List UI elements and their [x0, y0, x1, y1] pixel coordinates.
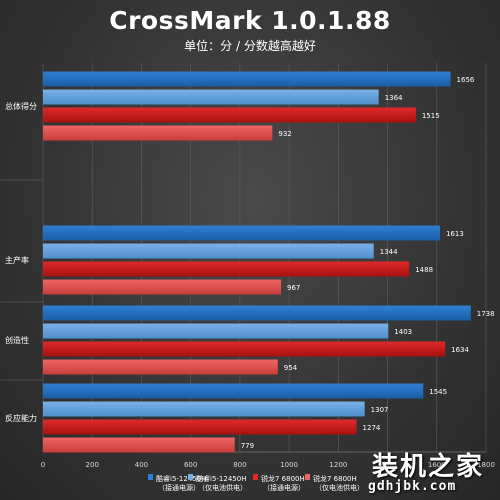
- bar-series-2-cat-2: [43, 341, 446, 357]
- x-tick-label: 1000: [280, 461, 298, 469]
- bar-series-3-cat-3: [43, 437, 235, 453]
- bar-series-3-cat-2: [43, 359, 278, 375]
- legend-swatch: [305, 474, 310, 480]
- bar-series-2-cat-1: [43, 261, 410, 277]
- chart-subtitle: 单位：分 / 分数越高越好: [184, 39, 316, 53]
- x-tick-label: 1600: [428, 461, 446, 469]
- data-label: 1307: [371, 406, 389, 414]
- legend-swatch: [188, 474, 193, 480]
- bars: [43, 71, 471, 453]
- data-label: 779: [241, 442, 254, 450]
- data-label: 1488: [415, 266, 433, 274]
- bar-series-2-cat-0: [43, 107, 416, 123]
- data-label: 1656: [457, 76, 475, 84]
- legend-entry: 酷睿i5-12450H （仅电池供电）: [196, 474, 247, 492]
- bar-series-0-cat-1: [43, 225, 440, 241]
- bar-series-1-cat-3: [43, 401, 365, 417]
- bar-series-1-cat-2: [43, 323, 389, 339]
- category-label: 总体得分: [5, 101, 37, 111]
- bar-series-0-cat-0: [43, 71, 451, 87]
- data-label: 1515: [422, 112, 440, 120]
- x-tick-label: 1200: [329, 461, 347, 469]
- data-label: 954: [284, 364, 298, 372]
- data-label: 1344: [380, 248, 398, 256]
- data-label: 1613: [446, 230, 464, 238]
- watermark-name: 装机之家: [372, 452, 485, 482]
- bar-series-3-cat-0: [43, 125, 273, 141]
- data-label: 1738: [477, 310, 495, 318]
- x-tick-label: 0: [41, 461, 45, 469]
- data-label: 967: [287, 284, 300, 292]
- category-label: 反应能力: [5, 413, 37, 423]
- data-label: 1274: [363, 424, 381, 432]
- data-label: 1545: [429, 388, 447, 396]
- bar-series-3-cat-1: [43, 279, 281, 295]
- x-tick-label: 400: [135, 461, 148, 469]
- bar-series-1-cat-1: [43, 243, 374, 259]
- legend: 酷睿i5-12450H （接通电源）酷睿i5-12450H （仅电池供电） 锐龙7 6…: [148, 474, 364, 492]
- data-label: 1634: [451, 346, 469, 354]
- legend-entry: 锐龙7 6800H （接通电源）: [261, 474, 305, 492]
- legend-swatch: [148, 474, 153, 480]
- legend-entry: 酷睿i5-12450H （接通电源）: [156, 474, 206, 492]
- labels: 0 200 400 600 800 1000 1200 1400 1600 1800 总体得分 165…: [5, 76, 495, 469]
- data-label: 1364: [385, 94, 403, 102]
- x-tick-label: 600: [184, 461, 197, 469]
- bar-series-0-cat-2: [43, 305, 471, 321]
- x-tick-label: 200: [86, 461, 99, 469]
- x-tick-label: 800: [233, 461, 246, 469]
- category-label: 创造性: [5, 335, 29, 345]
- bar-series-2-cat-3: [43, 419, 357, 435]
- bar-series-0-cat-3: [43, 383, 424, 399]
- watermark-url: gdhjbk.com: [368, 479, 457, 494]
- bar-series-1-cat-0: [43, 89, 379, 105]
- legend-entry: 锐龙7 6800H （仅电池供电）: [313, 474, 364, 492]
- data-label: 1403: [394, 328, 412, 336]
- data-label: 932: [278, 130, 291, 138]
- chart-title: CrossMark 1.0.1.88: [109, 6, 391, 35]
- x-tick-label: 1400: [379, 461, 397, 469]
- x-tick-label: 1800: [477, 461, 495, 469]
- legend-swatch: [253, 474, 258, 480]
- category-label: 主产率: [5, 255, 29, 265]
